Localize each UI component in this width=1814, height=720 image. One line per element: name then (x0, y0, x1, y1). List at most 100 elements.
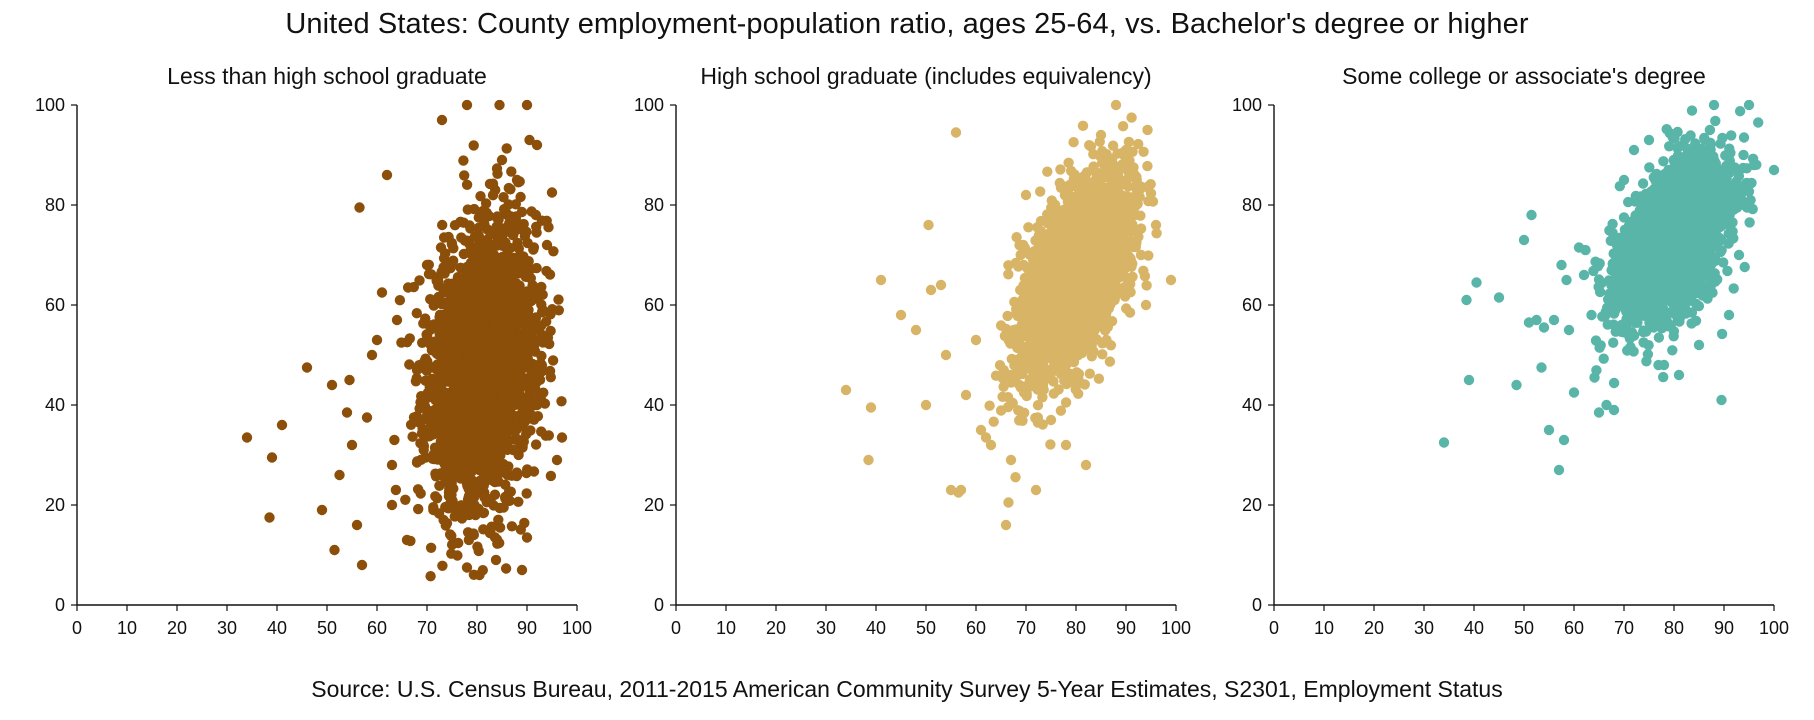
data-point (998, 381, 1009, 392)
data-point (1104, 276, 1115, 287)
data-point (1078, 257, 1090, 269)
data-point (545, 470, 557, 482)
data-point (439, 423, 450, 435)
data-point (1087, 329, 1099, 340)
data-point (1013, 341, 1024, 352)
data-point (524, 345, 535, 356)
data-point (421, 259, 433, 271)
x-tick-label: 70 (417, 618, 437, 638)
data-point (386, 499, 398, 511)
data-point (1080, 459, 1092, 471)
data-point (491, 163, 503, 174)
data-point (530, 209, 542, 221)
data-point (326, 379, 338, 391)
data-point (501, 365, 513, 377)
data-point (426, 339, 438, 350)
data-point (411, 364, 423, 376)
data-point (1126, 112, 1137, 123)
data-point (477, 300, 488, 312)
data-point (510, 297, 521, 308)
data-point (496, 154, 508, 166)
data-point (1029, 246, 1040, 257)
data-point (1045, 414, 1057, 426)
data-point (435, 436, 447, 447)
data-point (490, 421, 502, 433)
data-point (1060, 439, 1072, 451)
data-point (430, 491, 441, 502)
data-point (511, 433, 522, 444)
data-point (1086, 180, 1098, 191)
data-point (439, 283, 450, 295)
data-point (440, 501, 451, 513)
data-point (241, 432, 253, 443)
data-point (467, 413, 478, 424)
data-point (515, 191, 526, 203)
data-point (1107, 212, 1118, 223)
data-point (1142, 124, 1153, 136)
data-point (1121, 303, 1132, 314)
x-tick-label: 40 (267, 618, 287, 638)
data-point (1124, 208, 1135, 219)
points-group (840, 99, 1177, 531)
data-point (489, 440, 500, 451)
data-point (461, 562, 473, 573)
data-point (1112, 282, 1124, 294)
data-point (1040, 286, 1051, 297)
data-point (541, 239, 553, 251)
x-tick-label: 20 (766, 618, 786, 638)
data-point (466, 393, 477, 404)
y-tick-label: 20 (45, 495, 65, 515)
data-point (1111, 199, 1122, 211)
data-point (1077, 120, 1089, 131)
data-point (435, 242, 447, 253)
data-point (404, 333, 415, 344)
data-point (459, 235, 471, 246)
data-point (1010, 472, 1021, 483)
data-point (1095, 129, 1107, 141)
data-point (493, 514, 504, 525)
data-point (446, 477, 457, 489)
data-point (513, 243, 524, 254)
data-point (447, 365, 458, 376)
data-point (556, 396, 567, 407)
data-point (920, 399, 932, 411)
data-point (1068, 137, 1079, 148)
panel-title: High school graduate (includes equivalen… (700, 63, 1151, 89)
data-point (1019, 272, 1031, 284)
data-point (1135, 249, 1147, 261)
data-point (1036, 360, 1047, 371)
data-point (376, 287, 388, 298)
data-point (484, 178, 496, 190)
data-point (1015, 363, 1027, 374)
data-point (417, 391, 428, 402)
data-point (431, 348, 442, 359)
data-point (1131, 174, 1142, 185)
data-point (439, 449, 450, 460)
data-point (544, 269, 556, 280)
data-point (995, 320, 1007, 331)
x-tick-label: 90 (517, 618, 537, 638)
data-point (500, 563, 512, 574)
data-point (1005, 454, 1017, 466)
data-point (517, 404, 529, 415)
data-point (427, 429, 438, 440)
data-point (505, 486, 516, 497)
data-point (472, 460, 483, 471)
data-point (466, 259, 477, 270)
data-point (1025, 323, 1037, 335)
data-point (1055, 182, 1067, 193)
data-point (1069, 350, 1080, 361)
data-point (1115, 233, 1127, 244)
data-point (1030, 484, 1042, 496)
data-point (1066, 288, 1077, 300)
data-point (1130, 200, 1142, 211)
data-point (462, 204, 473, 215)
data-point (1037, 344, 1048, 355)
data-point (1035, 215, 1047, 227)
data-point (1133, 231, 1144, 242)
data-point (481, 453, 492, 465)
y-tick-label: 40 (45, 395, 65, 415)
data-point (1078, 216, 1089, 227)
y-tick-label: 100 (35, 95, 65, 115)
